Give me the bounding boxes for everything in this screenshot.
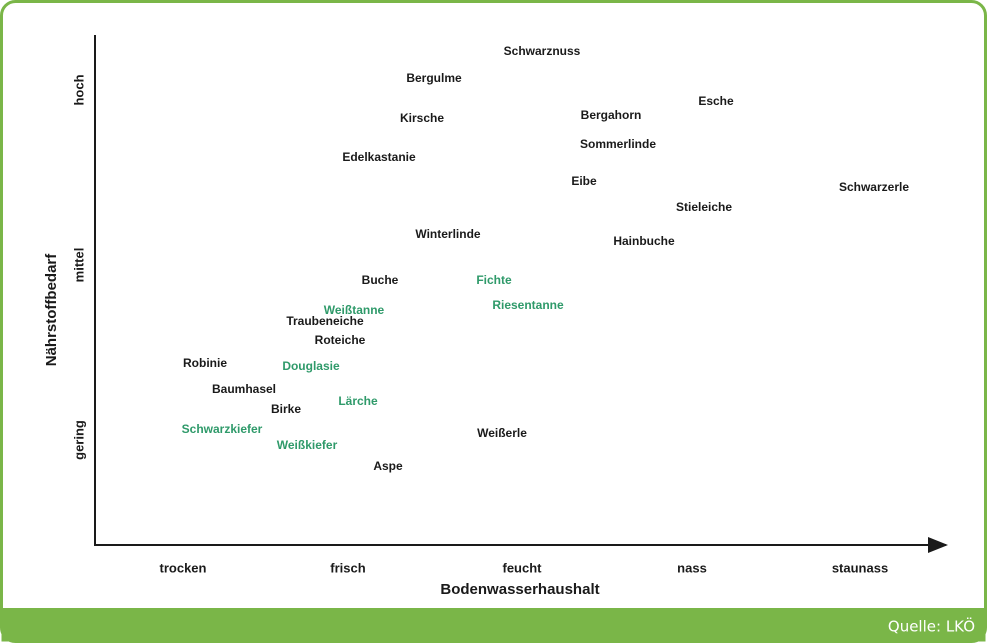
- species-label: Bergulme: [406, 71, 462, 85]
- source: Quelle: LKÖ: [888, 617, 975, 636]
- species-label: Aspe: [373, 459, 403, 473]
- species-label: Traubeneiche: [286, 314, 364, 328]
- species-label: Schwarzerle: [839, 180, 909, 194]
- species-label: Weißkiefer: [277, 438, 338, 452]
- species-label: Douglasie: [282, 359, 340, 373]
- species-label: Hainbuche: [613, 234, 675, 248]
- x-category: staunass: [832, 560, 888, 575]
- species-label: Weißtanne: [324, 303, 385, 317]
- y-category: mittel: [71, 248, 86, 283]
- species-label: Bergahorn: [581, 108, 642, 122]
- species-label: Winterlinde: [415, 227, 481, 241]
- y-axis-title: Nährstoffbedarf: [43, 253, 60, 367]
- species-label: Eibe: [571, 174, 597, 188]
- species-label: Schwarzkiefer: [182, 422, 263, 436]
- species-label: Esche: [698, 94, 734, 108]
- species-label: Robinie: [183, 356, 227, 370]
- species-label: Roteiche: [315, 333, 366, 347]
- species-label: Weißerle: [477, 426, 527, 440]
- species-label: Buche: [362, 273, 399, 287]
- species-label: Stieleiche: [676, 200, 732, 214]
- x-axis-title: Bodenwasserhaushalt: [440, 581, 599, 598]
- x-category: trocken: [160, 560, 207, 575]
- species-label: Sommerlinde: [580, 137, 656, 151]
- species-label: Birke: [271, 402, 301, 416]
- x-category: frisch: [330, 560, 365, 575]
- species-label: Fichte: [476, 273, 512, 287]
- x-category: feucht: [503, 560, 543, 575]
- species-label: Schwarznuss: [504, 44, 581, 58]
- species-label: Kirsche: [400, 111, 444, 125]
- y-category: gering: [71, 420, 86, 460]
- footer-band: [1, 608, 986, 642]
- species-label: Lärche: [338, 394, 378, 408]
- x-category: nass: [677, 560, 707, 575]
- species-label: Riesentanne: [492, 298, 564, 312]
- species-label: Edelkastanie: [342, 150, 416, 164]
- species-label: Baumhasel: [212, 382, 276, 396]
- y-category: hoch: [71, 74, 86, 105]
